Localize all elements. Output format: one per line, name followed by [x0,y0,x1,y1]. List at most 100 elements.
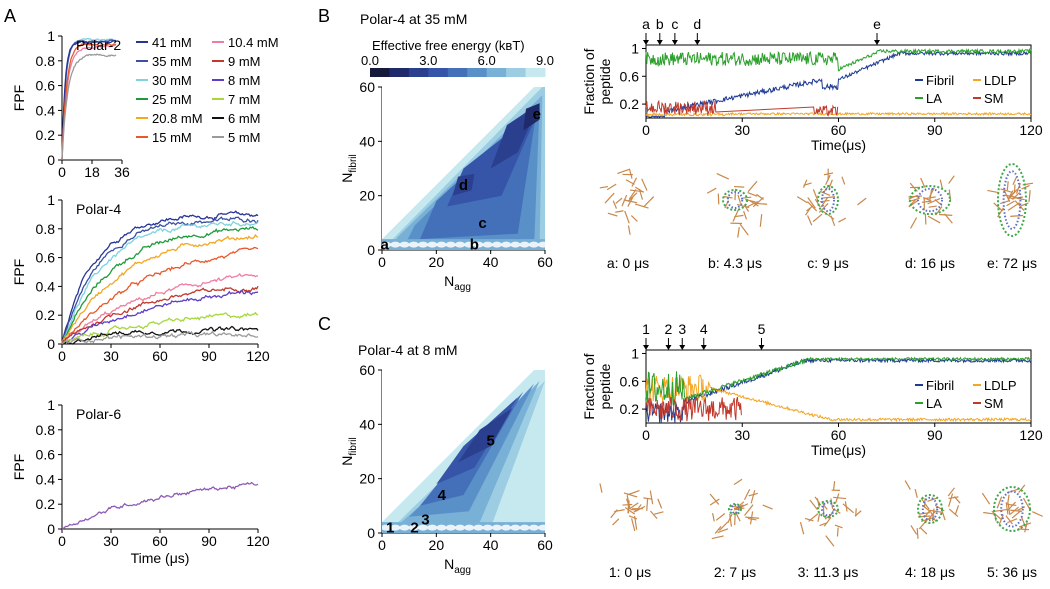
peptide-chain [737,227,740,238]
peptide-chain [1019,202,1029,207]
x-tick-label: 0 [378,537,386,553]
legend-label-2: 30 mM [152,73,192,88]
colorbar: 0.0 3.0 6.0 9.0 [361,53,554,77]
peptide-chain [805,207,811,216]
x-tick-label: 120 [1019,122,1043,138]
series-line-0 [61,210,259,343]
marker-label-b: b [656,16,664,32]
aggregate-green [917,494,943,524]
stripe-blob [519,241,530,248]
peptide-chain [752,196,764,208]
peptide-chain [997,207,1004,218]
snapshot-label-4: e: 72 μs [987,255,1037,271]
peptide-chain [803,182,812,187]
peptide-chain [750,490,756,504]
y-tick-label: 0.2 [36,307,56,323]
peptide-chain [638,188,644,200]
x-axis-label: Nagg [444,273,471,293]
series-line-9 [62,311,259,345]
stripe-blob [418,524,429,531]
x-axis-label: Time(μs) [811,137,866,153]
colorbar-segment-4 [447,68,468,77]
snapshot-label-1: 2: 7 μs [714,564,756,580]
aggregate-blue [730,504,740,514]
peptide-chain [733,478,743,485]
stripe-blob [510,524,521,531]
marker-arrowhead-d [694,40,701,45]
stripe-blob [464,524,475,531]
peptide-chain [654,511,664,515]
x-tick-label: 90 [201,348,217,364]
peptide-chain [723,196,733,199]
stripe-blob [501,241,512,248]
y-tick-label: 40 [359,416,375,432]
peptide-chain [812,189,819,201]
series-line-ldlp [645,111,1032,118]
x-axis-label: Nagg [444,556,471,576]
y-axis-label-sub: fibril [348,437,359,455]
y-tick-label: 1 [631,345,639,361]
y-tick-label: 1 [631,40,639,56]
colorbar-segment-0 [370,68,390,77]
y-axis-label-line1: Fraction of [581,353,597,419]
legend-label-ldlp: LDLP [984,73,1017,88]
minimum-label-3: 3 [421,511,429,528]
peptide-chain [918,518,929,530]
y-tick-label: 0.6 [36,447,56,463]
peptide-chain [631,518,636,532]
peptide-chain [834,493,840,504]
y-tick-label: 0.2 [36,496,56,512]
colorbar-segment-3 [428,68,449,77]
peptide-chain [998,514,1004,525]
peptide-chain [948,493,954,507]
x-tick-label: 30 [734,122,750,138]
marker-arrowhead-c [671,40,678,45]
peptide-chain [823,211,835,220]
peptide-chain [1018,484,1026,493]
peptide-chain [627,192,638,202]
x-tick-label: 0 [378,254,386,270]
colorbar-title: Effective free energy (kʙT) [372,38,525,53]
stripe-blob [519,524,530,531]
peptide-chain [904,480,911,490]
peptide-chain [1011,510,1022,519]
y-tick-label: 0 [47,521,55,537]
peptide-chain [987,189,1000,194]
peptide-chain [737,194,741,204]
y-tick-label: 0.4 [36,471,56,487]
series-line-10 [62,325,259,345]
y-tick-label: 0.8 [36,53,56,69]
snapshot-label-3: d: 16 μs [905,255,955,271]
peptide-chain [993,202,1003,212]
stripe-blob [399,241,410,248]
peptide-chain [643,196,655,207]
y-tick-label: 0.8 [36,221,56,237]
peptide-chain [1032,511,1043,517]
stripe-blob [528,241,539,248]
stripe-blob [427,241,438,248]
colorbar-tick-1: 3.0 [419,53,437,68]
peptide-chain [753,202,768,205]
heatmap-layer [382,370,545,533]
peptide-chain [649,490,654,505]
basin-level-2 [458,408,513,463]
x-tick-label: 120 [246,533,270,549]
peptide-chain [944,213,953,224]
y-tick-label: 0.8 [36,422,56,438]
y-axis-label: Fraction ofpeptide [581,48,613,114]
peptide-chain [819,190,831,196]
snapshot-label-2: 3: 11.3 μs [798,564,859,580]
x-tick-label: 60 [537,254,553,270]
peptide-chain [1003,190,1011,203]
out-of-domain [382,87,535,240]
peptide-chain [821,502,828,510]
x-tick-label: 0 [58,348,66,364]
x-tick-label: 40 [483,254,499,270]
peptide-chain [745,516,760,519]
y-axis-label-line2: peptide [597,363,613,409]
peptide-chain [634,203,649,209]
peptide-chain [818,203,829,213]
colorbar-segment-7 [506,68,527,77]
stripe-blob [382,241,392,248]
